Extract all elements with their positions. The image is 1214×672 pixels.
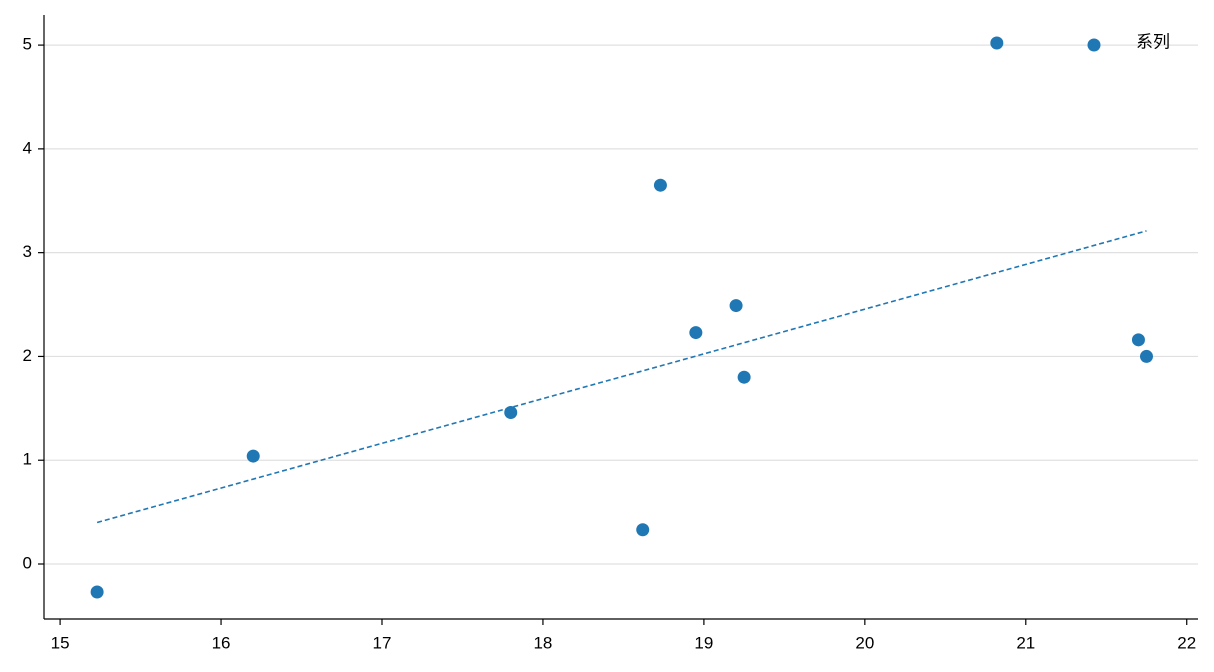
legend-label: 系列	[1136, 32, 1170, 51]
trend-line	[96, 230, 1147, 524]
y-tick-label: 2	[23, 346, 32, 365]
point	[737, 370, 751, 384]
point	[246, 449, 260, 463]
point	[729, 299, 743, 313]
x-tick-label: 19	[694, 633, 713, 652]
x-tick-label: 15	[51, 633, 70, 652]
point	[689, 326, 703, 340]
point	[1131, 333, 1145, 347]
point	[504, 405, 518, 419]
x-tick-label: 18	[533, 633, 552, 652]
y-tick-label: 5	[23, 35, 32, 54]
y-tick-label: 1	[23, 450, 32, 469]
point	[90, 585, 104, 599]
point	[653, 178, 667, 192]
x-tick-label: 21	[1016, 633, 1035, 652]
legend-marker	[1087, 38, 1101, 52]
point	[990, 36, 1004, 50]
y-tick-label: 4	[23, 138, 32, 157]
point	[636, 523, 650, 537]
x-tick-label: 22	[1177, 633, 1196, 652]
x-tick-label: 17	[373, 633, 392, 652]
y-tick-label: 3	[23, 242, 32, 261]
x-tick-label: 16	[212, 633, 231, 652]
y-tick-label: 0	[23, 553, 32, 572]
point	[1139, 349, 1153, 363]
x-tick-label: 20	[855, 633, 874, 652]
